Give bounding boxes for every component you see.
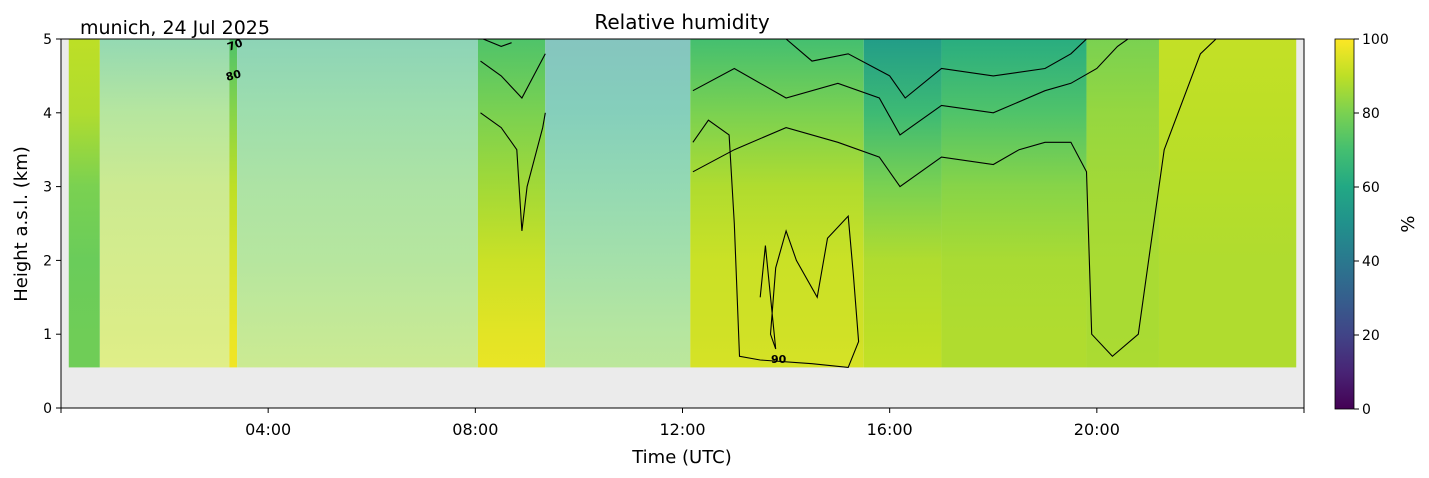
contour-lines — [480, 39, 1217, 368]
humidity-segment — [237, 39, 478, 368]
humidity-segment — [68, 39, 100, 368]
contour-label-70: 70 — [226, 36, 245, 54]
y-tick-label: 3 — [43, 180, 52, 196]
colorbar-ticks: 0 20 40 60 80 100 — [1354, 32, 1389, 418]
y-tick-label: 2 — [43, 253, 52, 269]
y-tick-label: 0 — [43, 401, 52, 417]
contour-line-60 — [482, 39, 512, 47]
x-tick-label: 16:00 — [867, 420, 913, 439]
x-tick-label: 12:00 — [659, 420, 705, 439]
contour-labels: 70 80 90 — [224, 36, 786, 366]
y-axis-label: Height a.s.l. (km) — [11, 146, 32, 302]
humidity-segment — [1086, 39, 1159, 368]
contour-label-80: 80 — [224, 67, 242, 84]
x-tick-label: 04:00 — [245, 420, 291, 439]
y-tick-label: 1 — [43, 327, 52, 343]
x-tick-label: 08:00 — [452, 420, 498, 439]
contour-line-70 — [480, 53, 546, 99]
y-axis: 0 1 2 3 4 5 — [43, 32, 61, 417]
humidity-segment — [545, 39, 691, 368]
humidity-segment — [941, 39, 1087, 368]
contour-line-60 — [785, 39, 1087, 99]
colorbar-tick-label: 0 — [1362, 402, 1371, 418]
humidity-segment — [229, 39, 238, 368]
colorbar-tick-label: 20 — [1362, 328, 1380, 344]
contour-label-90: 90 — [771, 353, 787, 366]
humidity-field — [68, 39, 1297, 368]
contour-line-90 — [692, 119, 860, 368]
x-tick-label: 20:00 — [1074, 420, 1120, 439]
colorbar-tick-label: 100 — [1362, 32, 1389, 48]
contour-line-80 — [692, 39, 1217, 358]
y-tick-label: 5 — [43, 32, 52, 48]
chart-subtitle: munich, 24 Jul 2025 — [80, 17, 270, 39]
humidity-segment — [99, 39, 230, 368]
x-axis-label: Time (UTC) — [631, 447, 732, 468]
humidity-segment — [690, 39, 864, 368]
chart-title: Relative humidity — [594, 10, 769, 34]
colorbar-label: % — [1398, 215, 1419, 232]
contour-line-80 — [480, 112, 546, 231]
humidity-segment — [863, 39, 942, 368]
contour-line-70 — [692, 39, 1129, 136]
colorbar-tick-label: 80 — [1362, 106, 1380, 122]
humidity-segment — [1158, 39, 1297, 368]
colorbar-tick-label: 40 — [1362, 254, 1380, 270]
x-axis: 04:00 08:00 12:00 16:00 20:00 — [60, 408, 1305, 439]
y-tick-label: 4 — [43, 106, 52, 122]
humidity-segment — [477, 39, 546, 368]
colorbar-tick-label: 60 — [1362, 180, 1380, 196]
colorbar — [1334, 38, 1355, 410]
